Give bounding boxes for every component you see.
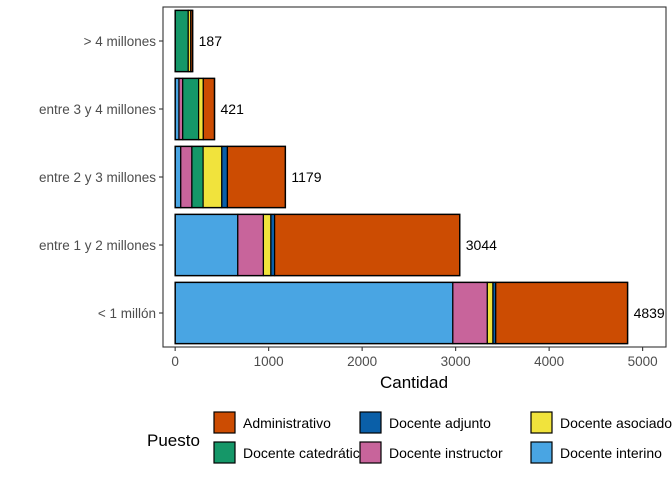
legend: Puesto Administrativo Docente adjunto Doce… [147, 411, 672, 464]
legend-label-docente-interino: Docente interino [560, 445, 662, 461]
x-tick-label-1000: 1000 [254, 354, 284, 369]
legend-label-administrativo: Administrativo [243, 415, 331, 431]
bar-segment-administrativo-1 [202, 77, 216, 141]
bar-segment-administrativo-4 [495, 281, 629, 345]
x-tick-label-0: 0 [171, 354, 179, 369]
legend-key-docente-interino [530, 441, 553, 464]
x-tick-label-5000: 5000 [628, 354, 658, 369]
bar-segment-docente-catedratico-1 [182, 77, 200, 141]
legend-title: Puesto [147, 431, 200, 450]
bar-outline-4 [174, 281, 629, 345]
bar-segment-docente-instructor-4 [452, 281, 488, 345]
bar-segment-administrativo-2 [226, 145, 286, 209]
x-axis: 0 1000 2000 3000 4000 5000 [171, 347, 658, 369]
total-label-3: 3044 [466, 237, 497, 253]
bar-segment-docente-interino-4 [174, 281, 454, 345]
total-label-1: 421 [221, 101, 245, 117]
total-label-2: 1179 [291, 169, 321, 185]
total-label-4: 4839 [634, 305, 665, 321]
y-tick-label-4: < 1 millón [98, 306, 156, 321]
bar-segment-docente-adjunto-2 [221, 145, 229, 209]
legend-key-administrativo [213, 411, 236, 434]
bar-segment-docente-asociado-1 [198, 77, 204, 141]
bar-segment-docente-interino-2 [174, 145, 182, 209]
legend-key-docente-adjunto [359, 411, 382, 434]
bar-segment-docente-instructor-3 [237, 213, 265, 277]
legend-label-docente-adjunto: Docente adjunto [389, 415, 491, 431]
bar-segment-docente-catedratico-2 [191, 145, 204, 209]
total-label-0: 187 [199, 33, 223, 49]
total-labels-group: 187 421 1179 3044 4839 [199, 33, 665, 321]
legend-label-docente-instructor: Docente instructor [389, 445, 503, 461]
x-tick-label-3000: 3000 [441, 354, 471, 369]
y-tick-label-2: entre 2 y 3 millones [39, 170, 156, 185]
legend-key-docente-catedratico [213, 441, 236, 464]
x-axis-title: Cantidad [380, 373, 448, 392]
legend-key-docente-instructor [359, 441, 382, 464]
bar-outline-1 [174, 77, 216, 141]
bar-segment-docente-asociado-4 [486, 281, 494, 345]
x-tick-label-2000: 2000 [347, 354, 377, 369]
legend-label-docente-asociado: Docente asociado [560, 415, 672, 431]
bar-segment-docente-instructor-2 [180, 145, 193, 209]
bar-outline-2 [174, 145, 287, 209]
x-tick-label-4000: 4000 [534, 354, 564, 369]
y-tick-label-1: entre 3 y 4 millones [39, 102, 156, 117]
bar-segment-docente-interino-3 [174, 213, 239, 277]
bar-segment-docente-asociado-2 [202, 145, 223, 209]
legend-key-docente-asociado [530, 411, 553, 434]
bars-group [174, 9, 629, 345]
bar-segment-docente-asociado-3 [262, 213, 272, 277]
bar-segment-administrativo-3 [274, 213, 461, 277]
y-axis: > 4 millones entre 3 y 4 millones entre 2 … [39, 34, 163, 321]
y-tick-label-3: entre 1 y 2 millones [39, 238, 156, 253]
y-tick-label-0: > 4 millones [84, 34, 157, 49]
bar-outline-0 [174, 9, 194, 73]
legend-label-docente-catedratico: Docente catedrático [243, 445, 368, 461]
bar-outline-3 [174, 213, 461, 277]
bar-segment-docente-catedratico-0 [174, 9, 189, 73]
